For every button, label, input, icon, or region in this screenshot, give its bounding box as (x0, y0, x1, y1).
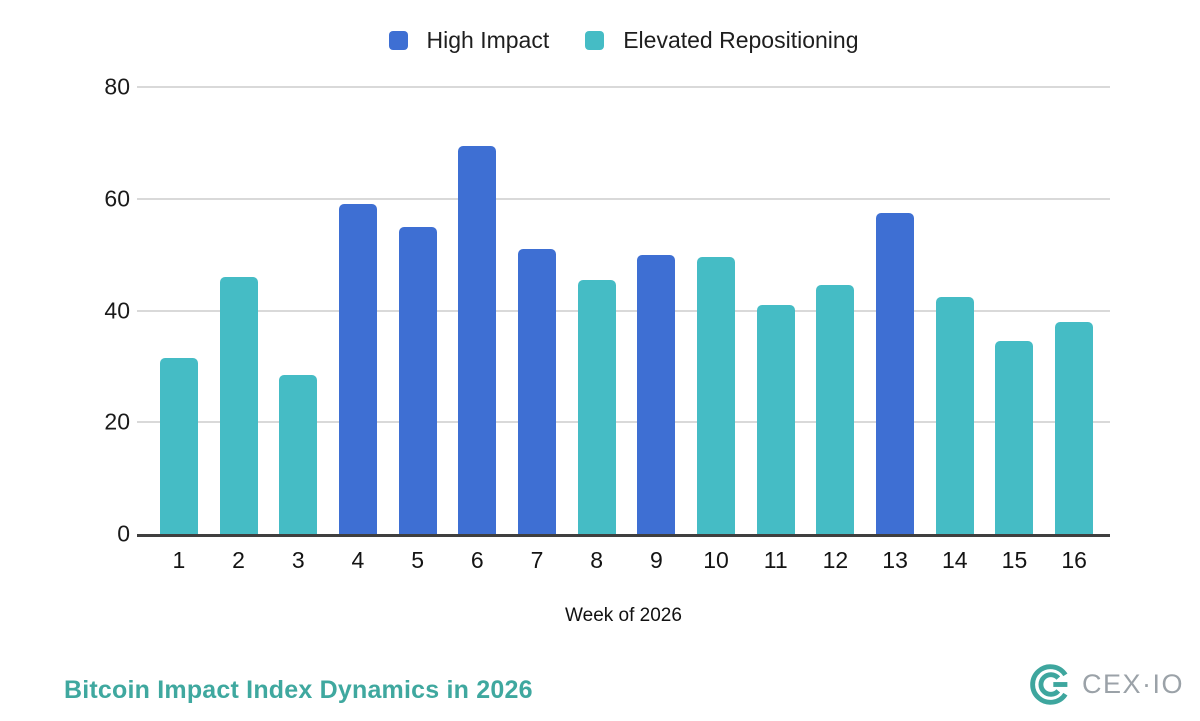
y-tick-label: 80 (104, 73, 130, 100)
y-tick-label: 0 (117, 520, 130, 547)
legend-swatch-icon (585, 31, 605, 50)
bar-week-16 (1055, 321, 1094, 534)
x-tick-label: 5 (411, 547, 424, 573)
bar-band (149, 87, 209, 534)
bar-band (328, 87, 388, 534)
x-tick-label: 8 (590, 547, 604, 573)
legend-swatch-icon (388, 31, 408, 50)
brand-logo: CEX·IO (1028, 662, 1184, 707)
gridline (137, 309, 1110, 312)
legend-label: Elevated Repositioning (623, 27, 859, 53)
x-tick-label: 7 (530, 547, 544, 573)
x-tick-label: 12 (822, 547, 849, 573)
bar-band (1044, 87, 1104, 534)
bar-week-9 (637, 254, 676, 534)
bar-band (865, 87, 925, 534)
bar-band (507, 87, 567, 534)
bar-week-11 (756, 304, 795, 534)
x-tick-label: 13 (882, 547, 908, 573)
brand-name: CEX·IO (1081, 669, 1184, 699)
bar-week-13 (876, 212, 915, 534)
x-tick-label: 6 (470, 547, 484, 573)
y-tick-label: 40 (104, 297, 130, 323)
bar-band (209, 87, 269, 534)
x-tick-label: 11 (763, 547, 788, 573)
x-tick-label: 14 (941, 547, 968, 573)
gridline (137, 421, 1110, 424)
bar-band (686, 87, 746, 534)
bars (149, 87, 1104, 534)
bar-week-7 (517, 249, 556, 534)
bar-week-6 (458, 145, 497, 534)
x-tick-label: 16 (1061, 547, 1087, 573)
bar-band (746, 87, 806, 534)
bar-week-1 (159, 358, 198, 534)
bar-week-5 (398, 226, 437, 534)
x-axis-tick-labels: 1 2 3 4 5 6 7 8 9 10 11 12 13 14 15 16 (149, 547, 1104, 574)
bar-band (388, 87, 448, 534)
x-axis-title: Week of 2026 (565, 605, 682, 626)
bar-band (985, 87, 1045, 534)
x-tick-label: 1 (172, 547, 186, 573)
bar-band (627, 87, 687, 534)
chart-title: Bitcoin Impact Index Dynamics in 2026 (64, 676, 533, 704)
chart-legend: High Impact Elevated Repositioning (137, 27, 1110, 54)
bar-band (925, 87, 985, 534)
bar-week-14 (935, 296, 974, 534)
gridline (137, 86, 1110, 88)
legend-label: High Impact (426, 27, 550, 53)
bar-week-10 (697, 257, 736, 534)
x-tick-label: 3 (291, 547, 305, 573)
plot-area (137, 86, 1110, 537)
bar-week-15 (995, 341, 1034, 534)
x-tick-label: 9 (649, 547, 663, 573)
bar-week-12 (816, 285, 855, 534)
legend-item: High Impact (388, 27, 550, 54)
y-tick-label: 60 (104, 185, 130, 212)
bar-band (447, 87, 507, 534)
bar-band (567, 87, 627, 534)
cexio-logo-icon (1030, 664, 1068, 705)
gridline (137, 197, 1110, 200)
bar-week-2 (219, 276, 258, 534)
legend-item: Elevated Repositioning (585, 27, 859, 54)
x-tick-label: 4 (351, 547, 365, 573)
bar-week-8 (577, 279, 616, 534)
x-tick-label: 2 (232, 547, 245, 573)
bar-week-4 (338, 204, 377, 534)
y-tick-label: 20 (104, 408, 130, 435)
bar-band (806, 87, 866, 534)
y-axis-tick-labels: 0 20 40 60 80 (57, 75, 130, 545)
x-tick-label: 10 (703, 547, 729, 573)
bar-week-3 (279, 374, 318, 534)
bar-band (268, 87, 328, 534)
x-tick-label: 15 (1001, 547, 1028, 573)
